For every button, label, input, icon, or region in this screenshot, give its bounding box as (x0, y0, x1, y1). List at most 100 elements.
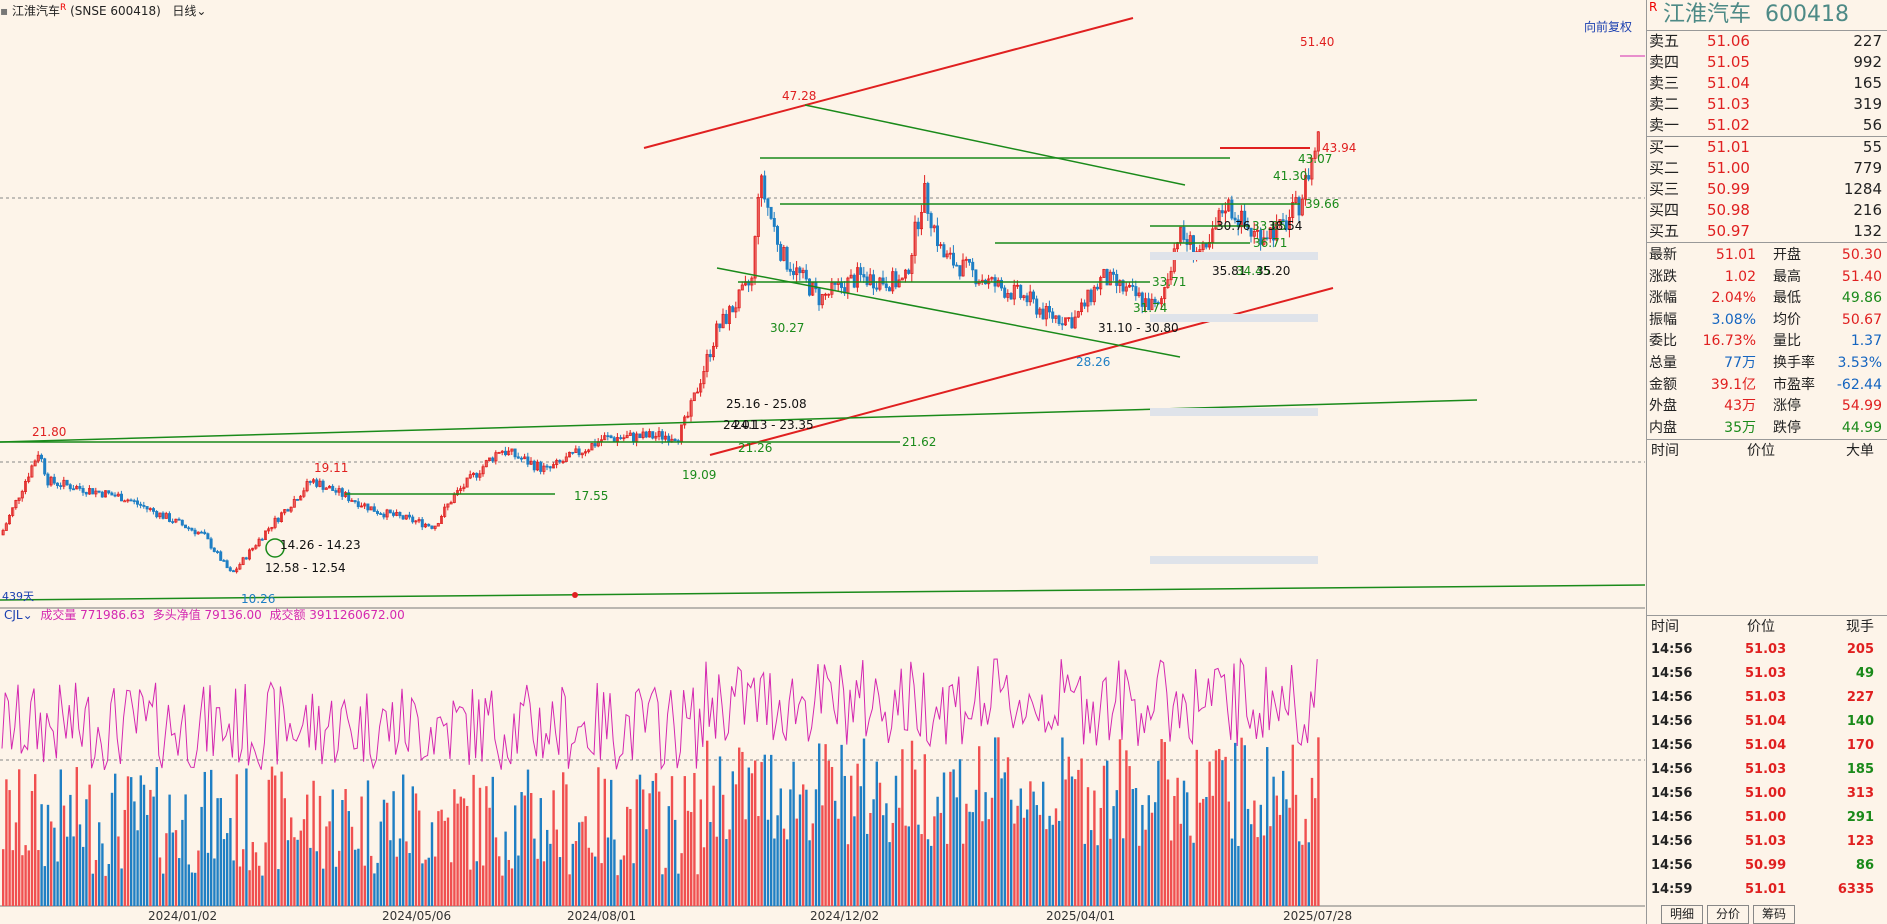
candle-body (129, 499, 133, 502)
tick-list: 时间 价位 现手 14:56 51.03 205 14:56 51.03 49 … (1647, 615, 1887, 902)
volume-bar (446, 817, 450, 906)
tick-price: 51.04 (1745, 738, 1787, 753)
volume-bar (462, 798, 466, 906)
tick-volume: 170 (1846, 738, 1874, 753)
candle-body (238, 564, 242, 570)
volume-bar (1093, 790, 1096, 906)
volume-bar (808, 840, 811, 906)
volume-bar (424, 859, 427, 906)
volume-bar (110, 792, 114, 906)
candle-body (708, 354, 712, 358)
candle-body (148, 508, 152, 510)
volume-bar (997, 737, 1000, 906)
wedge-upper-line (804, 104, 1186, 186)
price-annotation: 14.26 - 14.23 (280, 538, 361, 552)
indicator-name[interactable]: CJL (4, 608, 23, 622)
tick-row: 14:56 51.03 227 (1647, 686, 1887, 710)
volume-bar (174, 830, 178, 906)
volume-bar (520, 792, 523, 906)
volume-bar (328, 821, 331, 906)
tab-detail[interactable]: 明细 (1661, 905, 1703, 924)
kline-chart-area[interactable]: 51.40 47.28 43.94 43.07 41.30 39.66 30.76 33.85… (0, 0, 1645, 924)
candle-body (43, 458, 47, 475)
volume-bar (1170, 840, 1173, 906)
volume-bar (1029, 781, 1032, 906)
candle-body (785, 247, 789, 270)
candle-body (641, 431, 645, 439)
volume-bar (1214, 750, 1218, 906)
chevron-down-icon[interactable]: ⌄ (22, 608, 33, 622)
volume-bar (123, 809, 126, 906)
candle-body (151, 508, 155, 512)
tab-chips[interactable]: 筹码 (1753, 905, 1795, 924)
volume-bar (859, 786, 862, 906)
candle-body (990, 277, 994, 280)
volume-bar (670, 776, 674, 906)
candle-body (286, 509, 290, 512)
candle-body (1291, 202, 1295, 218)
volume-bar (75, 767, 78, 906)
candle-body (1112, 271, 1116, 275)
volume-bar (146, 814, 149, 906)
tick-volume: 49 (1855, 666, 1874, 681)
volume-bar (757, 816, 760, 906)
candle-body (894, 271, 898, 288)
candle-body (1166, 279, 1170, 288)
volume-bar (30, 790, 34, 906)
volume-bar (379, 821, 382, 906)
volume-bar (1288, 807, 1291, 906)
candle-body (209, 538, 213, 549)
period-selector[interactable]: 日线 (172, 4, 197, 18)
volume-bar (936, 796, 939, 906)
volume-bar (494, 837, 498, 906)
candle-body (622, 437, 626, 440)
candle-body (696, 391, 700, 394)
volume-bar (126, 776, 130, 906)
volume-bar (408, 853, 411, 906)
volume-bar (1262, 835, 1266, 906)
volume-bar (766, 819, 770, 906)
candle-body (331, 485, 335, 491)
price-annotation: 25.16 - 25.08 (726, 397, 807, 411)
price-annotation: 21.62 (902, 435, 936, 449)
forward-adjust-button[interactable]: 向前复权 (1584, 20, 1633, 34)
volume-bar (610, 779, 613, 906)
volume-bar (27, 850, 30, 906)
cursor-marker (572, 592, 578, 598)
x-axis-date: 2024/01/02 (148, 909, 217, 923)
net-label: 多头净值 (152, 608, 201, 622)
stat-label: 振幅 (1649, 311, 1677, 328)
volume-bar (1298, 841, 1301, 906)
tab-price-split[interactable]: 分价 (1707, 905, 1749, 924)
volume-bar (1054, 808, 1058, 906)
volume-bar (1157, 760, 1160, 906)
ask-label: 卖五 (1649, 32, 1680, 50)
candle-body (833, 282, 837, 285)
volume-bar (747, 767, 750, 906)
volume-bar (1211, 795, 1214, 906)
volume-bar (1294, 794, 1298, 906)
candle-body (1307, 175, 1311, 180)
price-annotation: 30.27 (770, 321, 804, 335)
candle-body (1086, 289, 1090, 307)
candle-body (91, 488, 95, 495)
candle-body (692, 392, 696, 402)
candle-body (375, 511, 379, 514)
candle-body (427, 523, 431, 527)
candle-body (526, 456, 530, 465)
volume-bar (318, 795, 322, 906)
volume-bar (914, 769, 917, 906)
candle-body (305, 481, 309, 492)
candle-body (75, 486, 79, 490)
candle-body (865, 276, 869, 286)
volume-bar (587, 847, 590, 906)
candle-body (1310, 158, 1314, 180)
chevron-down-icon[interactable]: ⌄ (196, 4, 207, 18)
stat-row: 金额 39.1亿 市盈率 -62.44 (1647, 375, 1887, 397)
candle-body (1048, 306, 1052, 313)
candle-body (1121, 280, 1125, 292)
volume-bar (856, 763, 859, 906)
tick-price: 51.03 (1745, 834, 1787, 849)
stat-value: 43万 (1724, 398, 1756, 415)
